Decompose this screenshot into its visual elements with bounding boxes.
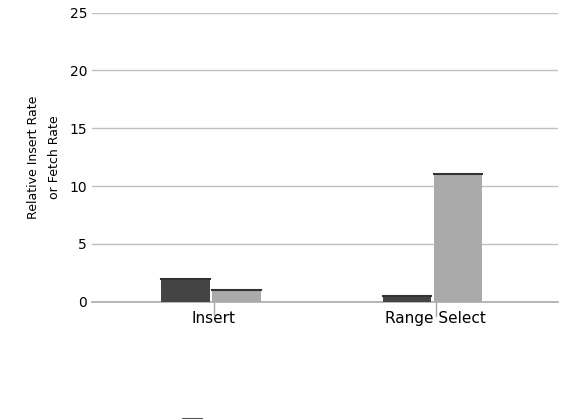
Bar (212, 290, 260, 302)
Y-axis label: Relative Insert Rate
or Fetch Rate: Relative Insert Rate or Fetch Rate (27, 96, 61, 219)
Legend: Non-clustered unique index, Clustered Primary Key: Non-clustered unique index, Clustered Pr… (182, 418, 385, 419)
Bar (161, 279, 209, 302)
Bar (382, 296, 431, 302)
Bar (434, 174, 482, 302)
